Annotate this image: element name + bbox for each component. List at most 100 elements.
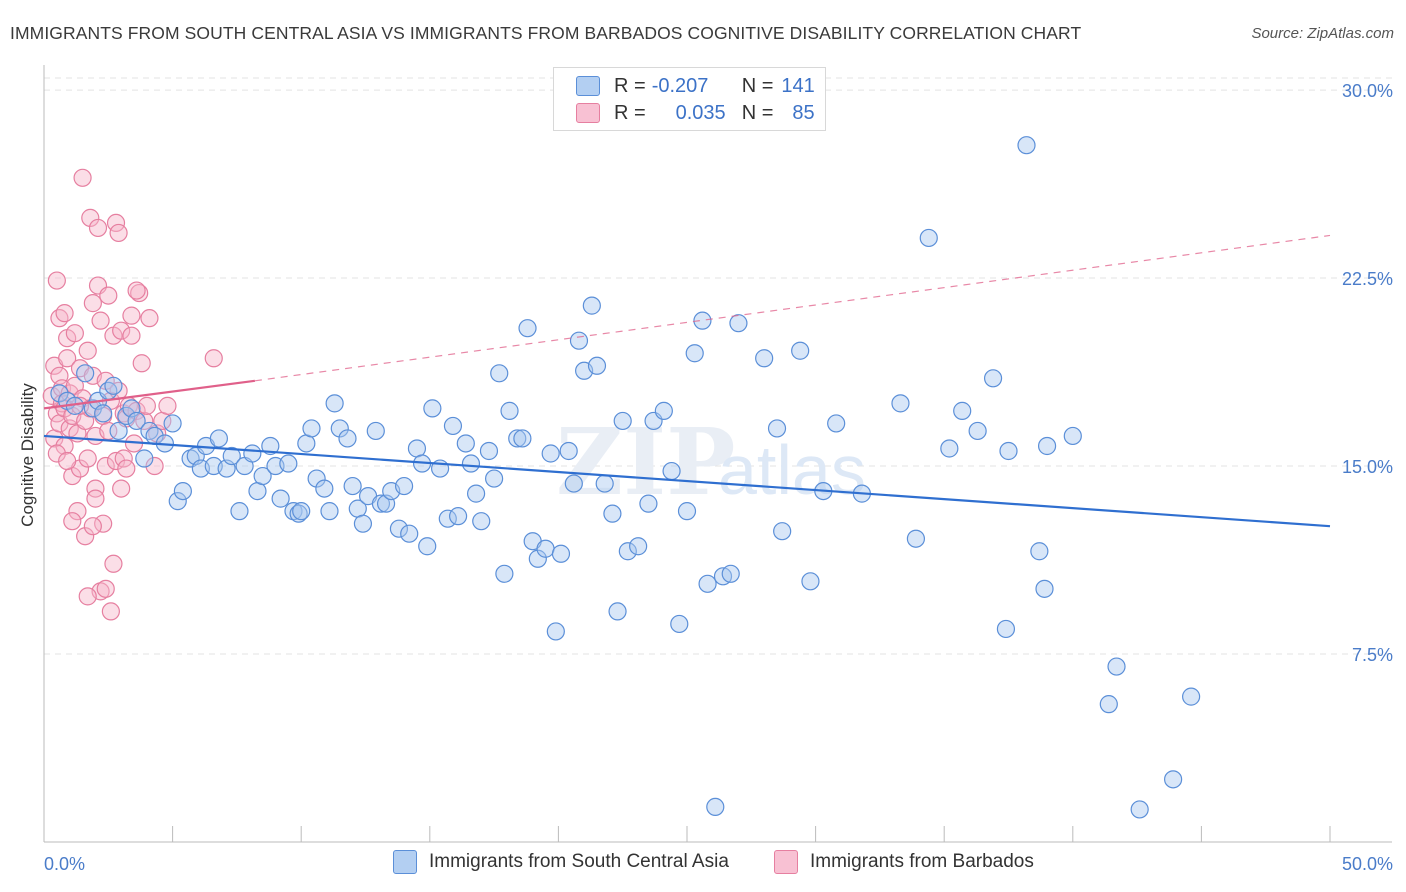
south-central-asia-point bbox=[528, 549, 547, 568]
south-central-asia-point bbox=[407, 439, 427, 458]
south-central-asia-point bbox=[999, 441, 1018, 461]
barbados-point bbox=[130, 283, 149, 303]
south-central-asia-point bbox=[307, 469, 326, 488]
south-central-asia-point bbox=[587, 356, 607, 375]
legend-r-label: R = bbox=[614, 101, 646, 124]
south-central-asia-point bbox=[325, 394, 344, 413]
south-central-asia-point bbox=[173, 481, 192, 501]
south-central-asia-point bbox=[479, 441, 499, 461]
south-central-asia-point bbox=[551, 544, 571, 563]
barbados-point bbox=[135, 411, 154, 431]
south-central-asia-point bbox=[320, 502, 339, 521]
south-central-asia-point bbox=[906, 529, 926, 548]
south-central-asia-point bbox=[297, 434, 316, 453]
south-central-asia-point bbox=[564, 474, 583, 493]
barbados-point bbox=[63, 512, 82, 531]
south-central-asia-trend-line bbox=[43, 434, 1331, 528]
south-central-asia-point bbox=[827, 414, 846, 433]
south-central-asia-point bbox=[472, 512, 491, 531]
south-central-asia-point bbox=[343, 476, 362, 496]
south-central-asia-point bbox=[495, 564, 514, 583]
y-tick-label: 22.5% bbox=[1342, 269, 1393, 289]
south-central-asia-point bbox=[253, 466, 272, 486]
south-central-asia-point bbox=[135, 449, 154, 468]
legend-r-value: -0.207 bbox=[651, 74, 709, 97]
south-central-asia-point bbox=[271, 489, 290, 508]
barbados-point bbox=[68, 502, 87, 521]
south-central-asia-point bbox=[654, 401, 673, 420]
south-central-asia-point bbox=[366, 421, 385, 441]
legend-r-label: R = bbox=[614, 74, 646, 97]
y-tick-label: 7.5% bbox=[1352, 645, 1393, 665]
south-central-asia-point bbox=[569, 331, 589, 350]
south-central-asia-point bbox=[729, 314, 748, 333]
south-central-asia-point bbox=[1035, 579, 1054, 598]
south-central-asia-point bbox=[284, 502, 303, 521]
south-central-asia-point bbox=[559, 441, 578, 461]
barbados-point bbox=[73, 168, 92, 187]
south-central-asia-point bbox=[629, 537, 648, 556]
south-central-asia-point bbox=[1030, 542, 1049, 561]
south-central-asia-point bbox=[791, 341, 810, 360]
barbados-point bbox=[127, 401, 146, 420]
legend-swatch-pink bbox=[576, 103, 600, 123]
y-tick-label: 30.0% bbox=[1342, 81, 1393, 101]
south-central-asia-point bbox=[140, 421, 159, 441]
south-central-asia-point bbox=[94, 404, 113, 423]
legend-n-value: 141 bbox=[781, 74, 815, 97]
south-central-asia-point bbox=[371, 494, 391, 513]
south-central-asia-point bbox=[891, 394, 910, 413]
south-central-asia-point bbox=[618, 542, 637, 561]
south-central-asia-point bbox=[536, 539, 555, 558]
barbados-point bbox=[83, 294, 102, 313]
bottom-legend-swatch-blue bbox=[393, 850, 417, 874]
barbados-point bbox=[78, 341, 97, 360]
south-central-asia-point bbox=[767, 419, 787, 438]
barbados-point bbox=[101, 602, 120, 621]
south-central-asia-point bbox=[1182, 687, 1201, 706]
watermark-zip: ZIP bbox=[556, 408, 735, 516]
south-central-asia-point bbox=[613, 411, 632, 431]
barbados-point bbox=[99, 286, 118, 305]
y-axis-label: Cognitive Disability bbox=[18, 383, 37, 527]
barbados-point bbox=[96, 456, 115, 476]
barbados-point bbox=[65, 324, 84, 343]
south-central-asia-point bbox=[248, 481, 267, 501]
south-central-asia-point bbox=[353, 514, 373, 533]
south-central-asia-point bbox=[443, 416, 463, 436]
south-central-asia-point bbox=[1063, 426, 1082, 446]
south-central-asia-point bbox=[677, 502, 697, 521]
south-central-asia-point bbox=[50, 384, 69, 403]
south-central-asia-point bbox=[603, 504, 622, 523]
barbados-point bbox=[50, 309, 69, 328]
south-central-asia-point bbox=[513, 429, 532, 448]
barbados-trend-extension bbox=[254, 234, 1331, 382]
south-central-asia-point bbox=[546, 622, 565, 641]
axes bbox=[43, 65, 1392, 843]
south-central-asia-point bbox=[541, 444, 560, 463]
south-central-asia-point bbox=[109, 421, 128, 441]
south-central-asia-point bbox=[1107, 657, 1126, 676]
watermark-atlas: atlas bbox=[718, 431, 866, 509]
barbados-point bbox=[47, 271, 66, 290]
bottom-legend-barbados: Immigrants from Barbados bbox=[774, 850, 1034, 874]
south-central-asia-points bbox=[50, 93, 1201, 819]
south-central-asia-point bbox=[338, 429, 357, 448]
barbados-point bbox=[158, 396, 177, 415]
south-central-asia-point bbox=[394, 476, 414, 496]
south-central-asia-point bbox=[1037, 436, 1057, 456]
barbados-point bbox=[109, 223, 128, 243]
south-central-asia-point bbox=[940, 439, 959, 458]
south-central-asia-point bbox=[279, 454, 298, 473]
south-central-asia-point bbox=[292, 502, 311, 521]
south-central-asia-point bbox=[755, 349, 774, 368]
south-central-asia-point bbox=[163, 414, 182, 433]
bottom-legend-swatch-pink bbox=[774, 850, 798, 874]
correlation-legend: R = -0.207 N = 141 R = 0.035 N = 85 bbox=[553, 67, 826, 131]
south-central-asia-point bbox=[582, 296, 601, 315]
barbados-point bbox=[58, 451, 77, 471]
south-central-asia-point bbox=[222, 446, 241, 466]
south-central-asia-point bbox=[127, 411, 146, 431]
barbados-point bbox=[86, 479, 105, 498]
